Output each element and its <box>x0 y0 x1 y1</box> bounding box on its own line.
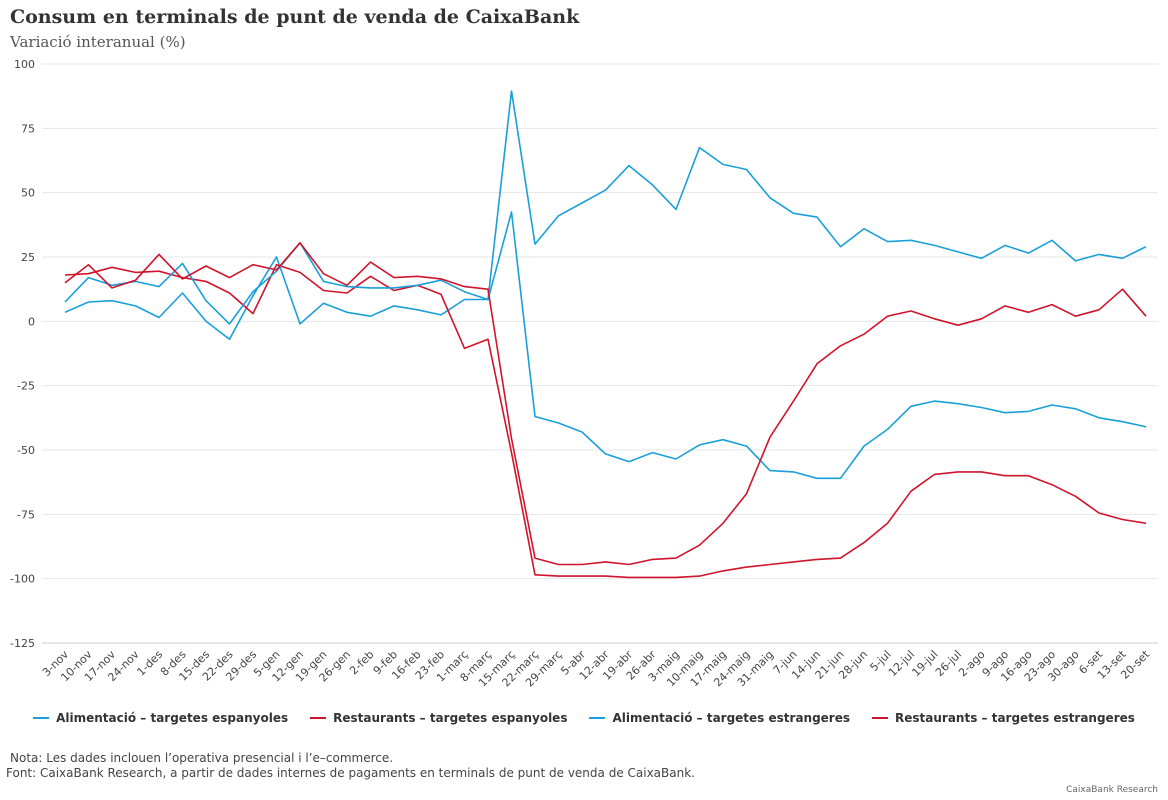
legend-label: Restaurants – targetes estrangeres <box>895 711 1135 725</box>
grid-lines <box>42 63 1158 644</box>
legend: Alimentació – targetes espanyoles Restau… <box>0 711 1168 725</box>
series-line-4[interactable] <box>64 242 1147 566</box>
x-tick-label: 1-des <box>134 648 165 679</box>
source-note: Font: CaixaBank Research, a partir de da… <box>6 766 695 780</box>
y-tick-label: 75 <box>21 122 35 135</box>
y-tick-label: -50 <box>17 444 35 457</box>
line-chart: 100 75 50 25 0 -25 -50 -75 -100 -125 3-nov10-nov1… <box>10 58 1158 689</box>
legend-label: Alimentació – targetes estrangeres <box>612 711 851 725</box>
legend-item[interactable]: Restaurants – targetes estrangeres <box>872 711 1135 725</box>
y-tick-label: 0 <box>28 315 35 328</box>
y-tick-label: -100 <box>10 573 35 586</box>
legend-label: Restaurants – targetes espanyoles <box>333 711 568 725</box>
series-line-3[interactable] <box>64 90 1147 325</box>
x-tick-label: 19-jul <box>909 648 940 679</box>
y-tick-label: 50 <box>21 187 35 200</box>
series-line-2[interactable] <box>64 263 1147 579</box>
credit: CaixaBank Research <box>1066 785 1158 795</box>
legend-item[interactable]: Alimentació – targetes espanyoles <box>33 711 288 725</box>
y-tick-label: 25 <box>21 251 35 264</box>
footnote: Nota: Les dades inclouen l’operativa pre… <box>10 751 394 765</box>
y-tick-label: 100 <box>14 58 35 71</box>
legend-swatch <box>310 717 327 719</box>
chart-title: Consum en terminals de punt de venda de … <box>10 6 580 28</box>
legend-item[interactable]: Alimentació – targetes estrangeres <box>589 711 850 725</box>
series-group <box>64 90 1147 579</box>
legend-swatch <box>872 717 889 719</box>
chart-subtitle: Variació interanual (%) <box>10 33 186 51</box>
legend-item[interactable]: Restaurants – targetes espanyoles <box>310 711 567 725</box>
legend-swatch <box>33 717 50 719</box>
y-tick-label: -25 <box>17 380 35 393</box>
y-tick-label: -125 <box>10 637 35 650</box>
y-axis-ticks: 100 75 50 25 0 -25 -50 -75 -100 -125 <box>10 58 35 650</box>
x-axis-ticks: 3-nov10-nov17-nov24-nov1-des8-des15-des2… <box>40 647 1153 689</box>
legend-swatch <box>589 717 606 719</box>
x-tick-label: 12-jul <box>886 648 917 679</box>
legend-label: Alimentació – targetes espanyoles <box>56 711 289 725</box>
series-line-1[interactable] <box>64 211 1147 480</box>
y-tick-label: -75 <box>17 508 35 521</box>
x-tick-label: 2-feb <box>347 648 376 677</box>
